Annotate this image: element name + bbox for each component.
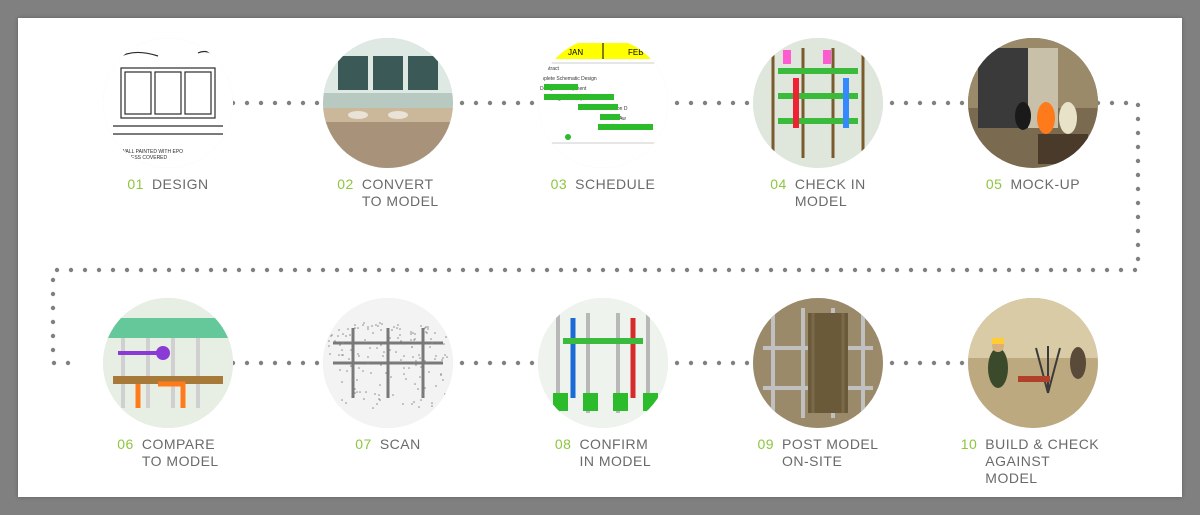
step-number: 09 (757, 436, 774, 453)
step-04-caption: 04 CHECK INMODEL (728, 176, 908, 210)
step-label: DESIGN (152, 176, 209, 193)
step-number: 10 (961, 436, 978, 453)
step-10-image (968, 298, 1098, 428)
step-label: CHECK INMODEL (795, 176, 866, 210)
step-07-caption: 07 SCAN (298, 436, 478, 453)
step-number: 01 (127, 176, 144, 193)
svg-text:FEB: FEB (628, 48, 644, 57)
step-01-image: WALL PAINTED WITH EPO UNLESS COVERED (103, 38, 233, 168)
step-08-image (538, 298, 668, 428)
step-06: 06 COMPARETO MODEL (78, 298, 258, 470)
step-09-image (753, 298, 883, 428)
step-number: 07 (355, 436, 372, 453)
step-04-image (753, 38, 883, 168)
step-number: 08 (555, 436, 572, 453)
step-03: JAN FEB Contract mplete Schematic Design… (513, 38, 693, 193)
step-07-image (323, 298, 453, 428)
step-06-image (103, 298, 233, 428)
svg-text:mplete Schematic Design: mplete Schematic Design (540, 76, 597, 82)
step-label: CONFIRMIN MODEL (579, 436, 651, 470)
step-05: 05 MOCK-UP (943, 38, 1123, 193)
step-number: 06 (117, 436, 134, 453)
svg-text:UNLESS COVERED: UNLESS COVERED (121, 155, 168, 161)
step-03-image: JAN FEB Contract mplete Schematic Design… (538, 38, 668, 168)
step-number: 03 (551, 176, 568, 193)
step-02: 02 CONVERTTO MODEL (298, 38, 478, 210)
step-10-caption: 10 BUILD & CHECKAGAINST MODEL (943, 436, 1123, 486)
step-09-caption: 09 POST MODELON-SITE (728, 436, 908, 470)
step-07: 07 SCAN (298, 298, 478, 453)
step-number: 05 (986, 176, 1003, 193)
step-label: SCHEDULE (575, 176, 655, 193)
step-01-caption: 01 DESIGN (78, 176, 258, 193)
step-label: MOCK-UP (1010, 176, 1080, 193)
step-02-caption: 02 CONVERTTO MODEL (298, 176, 478, 210)
svg-text:JAN: JAN (568, 48, 583, 57)
step-02-image (323, 38, 453, 168)
svg-text:Contract: Contract (540, 66, 560, 72)
step-label: CONVERTTO MODEL (362, 176, 439, 210)
step-06-caption: 06 COMPARETO MODEL (78, 436, 258, 470)
step-08-caption: 08 CONFIRMIN MODEL (513, 436, 693, 470)
step-label: POST MODELON-SITE (782, 436, 879, 470)
card: WALL PAINTED WITH EPO UNLESS COVERED 01 D… (18, 18, 1182, 497)
step-08: 08 CONFIRMIN MODEL (513, 298, 693, 470)
step-number: 02 (337, 176, 354, 193)
step-05-image (968, 38, 1098, 168)
step-01: WALL PAINTED WITH EPO UNLESS COVERED 01 D… (78, 38, 258, 193)
step-label: BUILD & CHECKAGAINST MODEL (985, 436, 1105, 486)
step-number: 04 (770, 176, 787, 193)
step-03-caption: 03 SCHEDULE (513, 176, 693, 193)
step-10: 10 BUILD & CHECKAGAINST MODEL (943, 298, 1123, 486)
step-05-caption: 05 MOCK-UP (943, 176, 1123, 193)
step-09: 09 POST MODELON-SITE (728, 298, 908, 470)
step-04: 04 CHECK INMODEL (728, 38, 908, 210)
step-label: COMPARETO MODEL (142, 436, 219, 470)
step-label: SCAN (380, 436, 421, 453)
